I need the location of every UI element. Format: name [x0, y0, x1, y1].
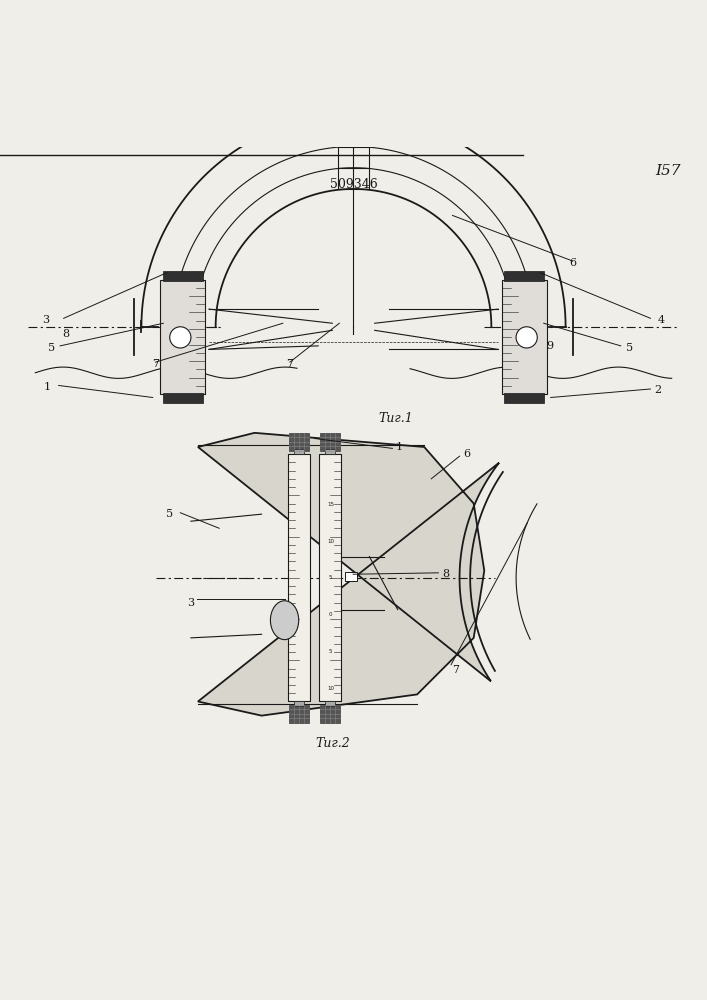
Bar — [163, 271, 203, 281]
Text: 2: 2 — [654, 385, 661, 395]
Text: 1: 1 — [44, 382, 51, 392]
Text: 8: 8 — [442, 569, 449, 579]
Text: 5: 5 — [329, 649, 332, 654]
Text: 6: 6 — [569, 258, 576, 268]
Bar — [320, 705, 340, 723]
Bar — [504, 271, 544, 281]
Text: 5: 5 — [626, 343, 633, 353]
Text: 7: 7 — [286, 359, 293, 369]
Circle shape — [170, 327, 191, 348]
Bar — [294, 449, 304, 454]
Bar — [289, 433, 309, 451]
Bar — [325, 701, 335, 706]
Bar — [294, 701, 304, 706]
Bar — [504, 393, 544, 403]
Bar — [345, 572, 357, 581]
Text: 0: 0 — [329, 612, 332, 617]
Text: 7: 7 — [152, 359, 159, 369]
Text: 5: 5 — [166, 509, 173, 519]
Text: 10: 10 — [327, 686, 334, 691]
Polygon shape — [198, 433, 499, 716]
Bar — [501, 280, 547, 394]
Text: 4: 4 — [658, 315, 665, 325]
Text: 509346: 509346 — [329, 178, 378, 191]
Text: 8: 8 — [62, 329, 69, 339]
Bar — [163, 393, 203, 403]
Circle shape — [516, 327, 537, 348]
Bar — [319, 454, 341, 701]
Bar — [288, 454, 310, 701]
Text: 7: 7 — [452, 665, 460, 675]
Bar — [289, 705, 309, 723]
Text: 9: 9 — [547, 341, 554, 351]
Bar — [325, 449, 335, 454]
Text: 3: 3 — [42, 315, 49, 325]
Text: 3: 3 — [187, 598, 194, 608]
Text: I57: I57 — [655, 164, 681, 178]
Text: Τиг.2: Τиг.2 — [315, 737, 350, 750]
Text: 5: 5 — [329, 575, 332, 580]
Text: 10: 10 — [327, 539, 334, 544]
Text: 5: 5 — [48, 343, 55, 353]
Text: 1: 1 — [396, 442, 403, 452]
Bar — [320, 433, 340, 451]
Text: 6: 6 — [463, 449, 470, 459]
Text: Τиг.1: Τиг.1 — [378, 412, 414, 425]
Ellipse shape — [270, 601, 298, 640]
Bar — [160, 280, 206, 394]
Text: 15: 15 — [327, 502, 334, 507]
